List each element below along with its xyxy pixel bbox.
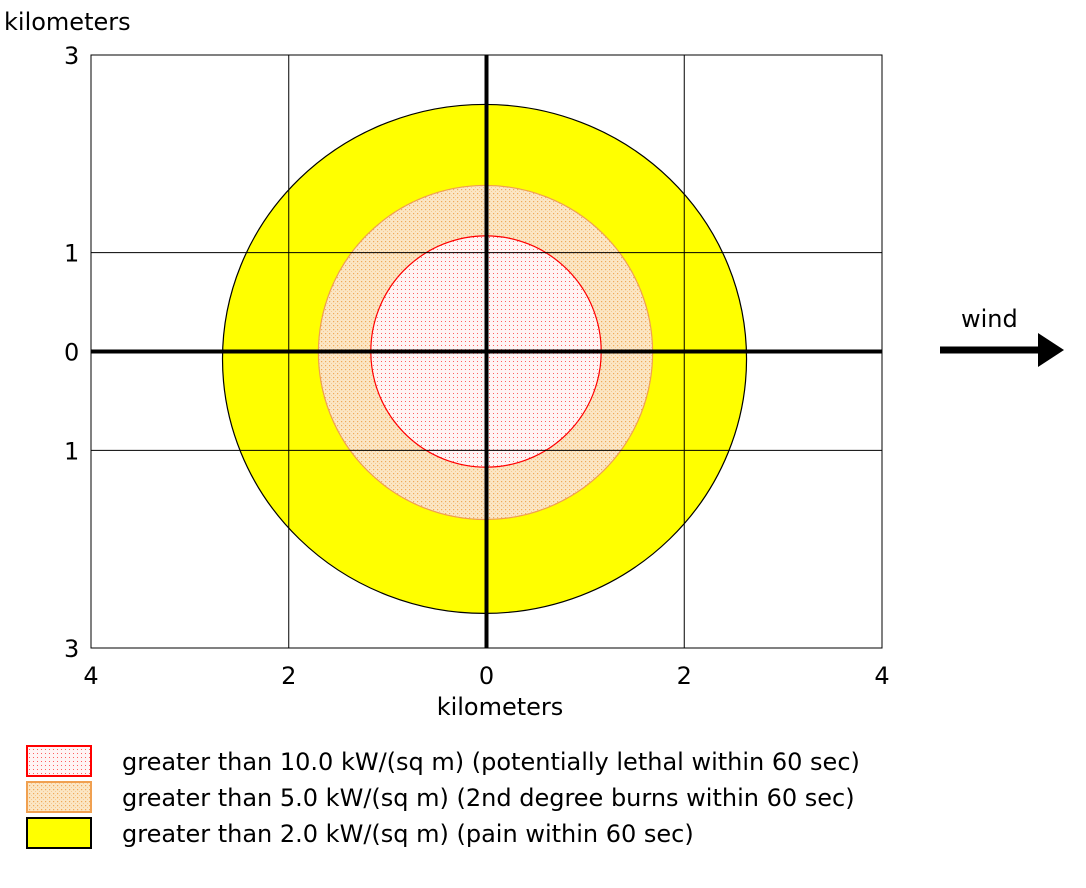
x-tick-label-3: 2 [677,662,692,690]
y-tick-label-0: 3 [64,42,79,70]
legend-label-0: greater than 10.0 kW/(sq m) (potentially… [122,748,860,776]
center-axes [91,55,882,648]
legend-label-1: greater than 5.0 kW/(sq m) (2nd degree b… [122,784,855,812]
legend-swatch-2 [26,817,92,849]
legend-swatch-1 [26,781,92,813]
y-tick-label-2: 0 [64,339,79,367]
x-tick-labels: 4 2 0 2 4 [83,662,889,690]
y-tick-label-4: 3 [64,635,79,663]
y-tick-label-1: 1 [64,240,79,268]
wind-arrow-icon [940,333,1064,367]
y-tick-labels: 3 1 0 1 3 [64,42,79,663]
legend-label-2: greater than 2.0 kW/(sq m) (pain within … [122,820,694,848]
x-axis-label: kilometers [437,693,564,721]
x-tick-label-0: 4 [83,662,98,690]
x-tick-label-1: 2 [281,662,296,690]
y-tick-label-3: 1 [64,437,79,465]
legend-swatch-0 [26,745,92,777]
wind-label: wind [961,305,1018,333]
y-axis-label: kilometers [4,8,131,36]
legend: greater than 10.0 kW/(sq m) (potentially… [26,745,860,849]
x-tick-label-4: 4 [874,662,889,690]
x-tick-label-2: 0 [479,662,494,690]
